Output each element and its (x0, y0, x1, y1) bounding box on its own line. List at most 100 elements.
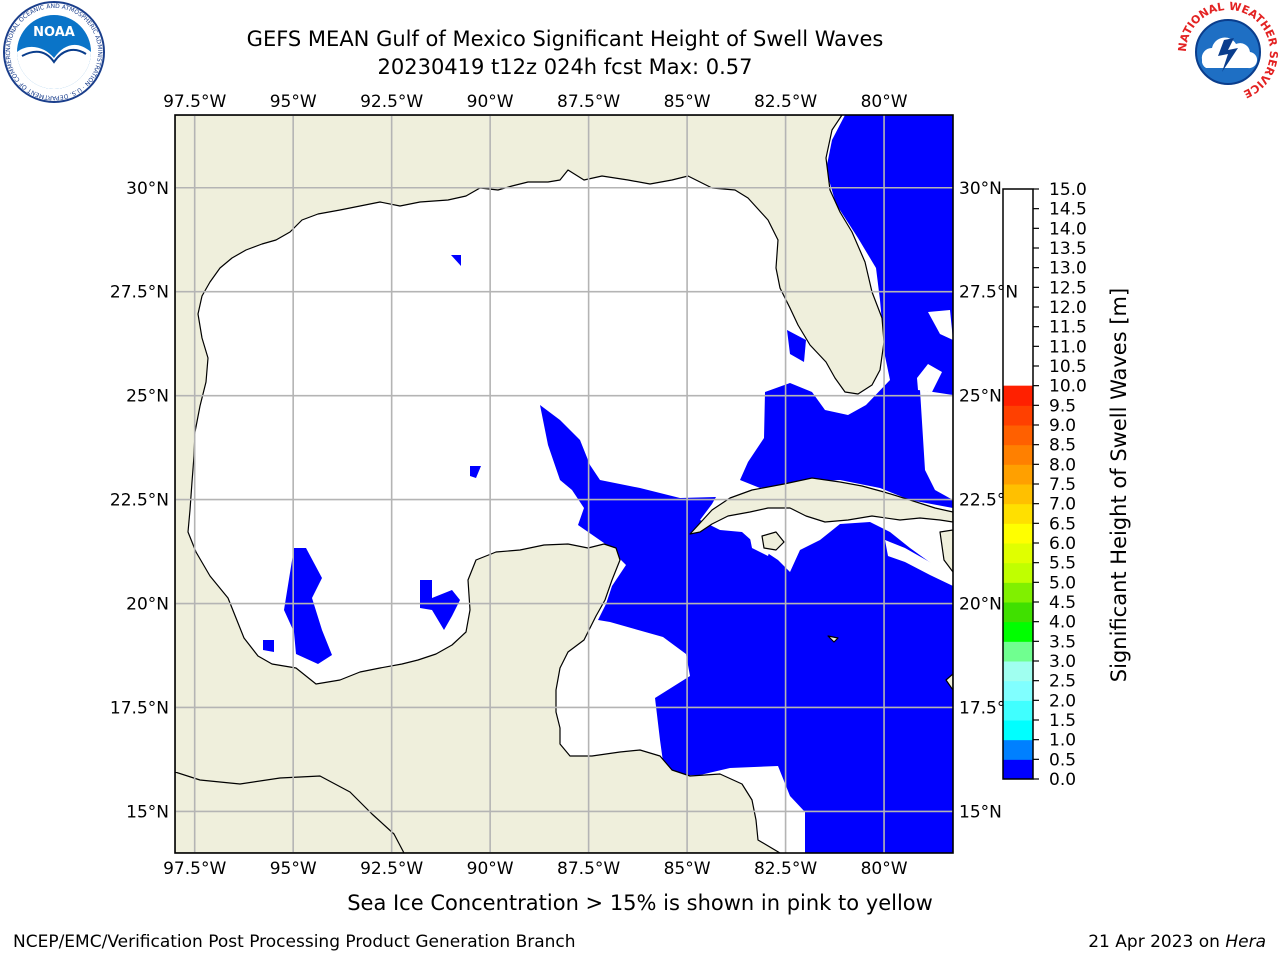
lonBottom-label-7: 80°W (861, 859, 908, 879)
colorbar-tick-label-13: 6.5 (1049, 514, 1076, 534)
colorbar-tick-label-11: 5.5 (1049, 554, 1076, 574)
colorbar-tick-label-10: 5.0 (1049, 573, 1076, 593)
colorbar-tick-label-1: 0.5 (1049, 750, 1076, 770)
colorbar-tick-label-6: 3.0 (1049, 652, 1076, 672)
land-north-america (175, 115, 885, 853)
colorbar-tick-label-2: 1.0 (1049, 731, 1076, 751)
lat-left-label-4: 20°N (126, 595, 169, 615)
colorbar-tick-label-22: 11.0 (1049, 337, 1087, 357)
colorbar-tick-label-4: 2.0 (1049, 691, 1076, 711)
credit-text: NCEP/EMC/Verification Post Processing Pr… (13, 932, 576, 952)
land-isle-of-youth (761, 531, 785, 551)
colorbar-ticks: 0.00.51.01.52.02.53.03.54.04.55.05.56.06… (1033, 180, 1087, 790)
colorbar-tick-label-28: 14.0 (1049, 219, 1087, 239)
colorbar-tick-label-27: 13.5 (1049, 239, 1087, 259)
lat-left-label-1: 27.5°N (110, 283, 169, 303)
colorbar-segment-19 (1003, 385, 1033, 406)
swell-field-holes (748, 310, 953, 586)
lonTop-label-3: 90°W (467, 92, 514, 112)
map-title: GEFS MEAN Gulf of Mexico Significant Hei… (246, 27, 884, 51)
lonBottom-label-6: 82.5°W (754, 859, 817, 879)
map-frame (174, 114, 954, 854)
land (175, 115, 953, 853)
colorbar-tick-label-20: 10.0 (1049, 377, 1087, 397)
colorbar-segment-10 (1003, 562, 1033, 583)
colorbar-segment-8 (1003, 602, 1033, 623)
colorbar-tick-label-21: 10.5 (1049, 357, 1087, 377)
colorbar-tick-label-17: 8.5 (1049, 436, 1076, 456)
colorbar-segment-1 (1003, 739, 1033, 760)
land-jamaica (945, 673, 953, 691)
lat-left-label-2: 25°N (126, 387, 169, 407)
nws-logo: NATIONAL WEATHER SERVICE (1176, 0, 1280, 102)
colorbar-segment-3 (1003, 700, 1033, 721)
colorbar-tick-label-26: 13.0 (1049, 259, 1087, 279)
lat-right-label-1: 27.5°N (959, 283, 1018, 303)
svg-text:NOAA: NOAA (33, 25, 75, 40)
lon-ticks-bottom: 97.5°W 95°W 92.5°W 90°W 87.5°W 85°W 82.5°W 80°W (163, 859, 908, 879)
date-stamp: 21 Apr 2023 on Hera (1088, 932, 1266, 952)
lon-ticks-top: 97.5°W 95°W 92.5°W 90°W 87.5°W 85°W 82.5°W 80°W (163, 92, 908, 112)
colorbar-tick-label-7: 3.5 (1049, 632, 1076, 652)
colorbar-segment-12 (1003, 523, 1033, 544)
lonTop-label-7: 80°W (861, 92, 908, 112)
lat-right-label-0: 30°N (959, 179, 1002, 199)
lonTop-label-6: 82.5°W (754, 92, 817, 112)
colorbar-tick-label-14: 7.0 (1049, 495, 1076, 515)
lonTop-label-4: 87.5°W (557, 92, 620, 112)
lonTop-label-2: 92.5°W (360, 92, 423, 112)
colorbar-segment-17 (1003, 425, 1033, 446)
colorbar-tick-label-15: 7.5 (1049, 475, 1076, 495)
colorbar-tick-label-23: 11.5 (1049, 318, 1087, 338)
lonBottom-label-5: 85°W (664, 859, 711, 879)
colorbar-segment-18 (1003, 405, 1033, 426)
colorbar-segment-13 (1003, 503, 1033, 524)
colorbar-segment-4 (1003, 680, 1033, 701)
lat-left-label-5: 17.5°N (110, 698, 169, 718)
lat-ticks-left: 30°N 27.5°N 25°N 22.5°N 20°N 17.5°N 15°N (110, 179, 169, 823)
noaa-logo: NATIONAL OCEANIC AND ATMOSPHERIC ADMINIS… (2, 0, 105, 103)
gridlines (175, 115, 953, 853)
lonTop-label-1: 95°W (270, 92, 317, 112)
stamp-date: 21 Apr 2023 on (1088, 932, 1220, 952)
colorbar-tick-label-12: 6.0 (1049, 534, 1076, 554)
colorbar-tick-label-25: 12.5 (1049, 278, 1087, 298)
lonBottom-label-2: 92.5°W (360, 859, 423, 879)
colorbar-segment-5 (1003, 661, 1033, 682)
map-subtitle: 20230419 t12z 024h fcst Max: 0.57 (377, 55, 753, 79)
colorbar-segment-9 (1003, 582, 1033, 603)
colorbar-tick-label-18: 9.0 (1049, 416, 1076, 436)
land-hispaniola (939, 529, 953, 573)
lat-left-label-3: 22.5°N (110, 491, 169, 511)
colorbar-tick-label-19: 9.5 (1049, 396, 1076, 416)
lonBottom-label-0: 97.5°W (163, 859, 226, 879)
colorbar-segment-6 (1003, 641, 1033, 662)
land-cuba (689, 477, 953, 535)
colorbar-label: Significant Height of Swell Waves [m] (1107, 288, 1131, 682)
colorbar-tick-label-29: 14.5 (1049, 200, 1087, 220)
colorbar-segment-16 (1003, 444, 1033, 465)
colorbar-tick-label-9: 4.5 (1049, 593, 1076, 613)
lat-right-label-6: 15°N (959, 802, 1002, 822)
colorbar-segment-7 (1003, 621, 1033, 642)
colorbar-tick-label-8: 4.0 (1049, 613, 1076, 633)
colorbar-tick-label-24: 12.0 (1049, 298, 1087, 318)
colorbar-segment-2 (1003, 720, 1033, 741)
sea-ice-note: Sea Ice Concentration > 15% is shown in … (347, 891, 933, 915)
colorbar-tick-label-16: 8.0 (1049, 455, 1076, 475)
lonBottom-label-4: 87.5°W (557, 859, 620, 879)
lat-right-label-4: 20°N (959, 595, 1002, 615)
stamp-host: Hera (1225, 932, 1266, 952)
map-panel (175, 115, 953, 853)
colorbar-tick-label-30: 15.0 (1049, 180, 1087, 200)
colorbar (1002, 188, 1034, 780)
lat-left-label-0: 30°N (126, 179, 169, 199)
land-cayman (827, 635, 839, 643)
lonBottom-label-3: 90°W (467, 859, 514, 879)
lat-right-label-2: 25°N (959, 387, 1002, 407)
colorbar-segment-11 (1003, 543, 1033, 564)
colorbar-tick-label-5: 2.5 (1049, 672, 1076, 692)
swell-field-0-0.5m (263, 115, 953, 853)
lat-left-label-6: 15°N (126, 802, 169, 822)
